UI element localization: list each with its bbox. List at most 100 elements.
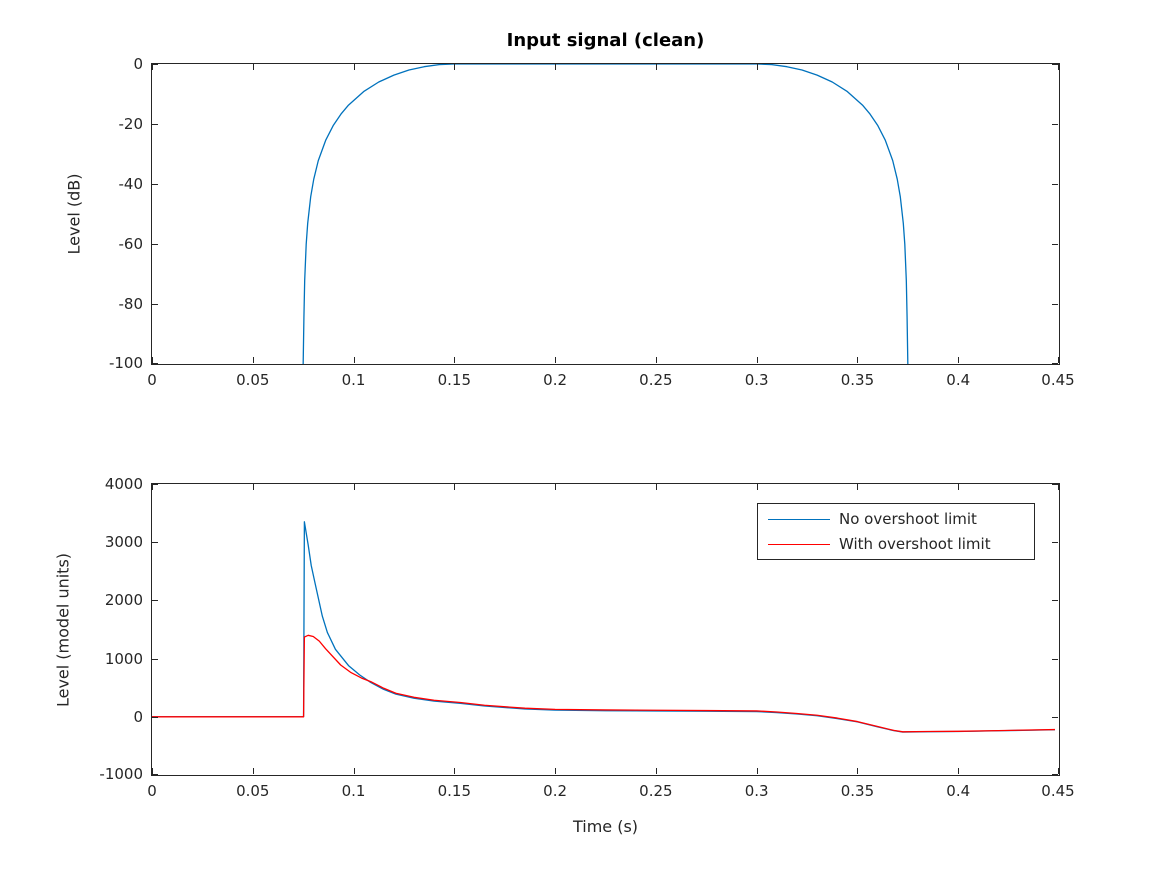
bottom-plot-area bbox=[152, 521, 1055, 733]
bottom-y-axis-label: Level (model units) bbox=[53, 552, 73, 708]
x-tick-label: 0.4 bbox=[946, 371, 971, 389]
x-tick-label: 0.25 bbox=[639, 371, 673, 389]
tick-mark bbox=[857, 484, 859, 490]
tick-mark bbox=[555, 357, 557, 363]
legend-line-red-icon bbox=[768, 543, 830, 545]
tick-mark bbox=[857, 357, 859, 363]
x-tick-label: 0.15 bbox=[437, 782, 472, 800]
x-tick-label: 0.45 bbox=[1041, 371, 1075, 389]
legend-label: With overshoot limit bbox=[839, 535, 991, 553]
tick-mark bbox=[152, 363, 158, 364]
tick-mark bbox=[152, 64, 158, 65]
legend-item-with-overshoot: With overshoot limit bbox=[758, 534, 1034, 555]
x-axis-label: Time (s) bbox=[572, 817, 639, 836]
y-tick-label: -1000 bbox=[99, 765, 143, 783]
legend-label: No overshoot limit bbox=[839, 510, 977, 528]
x-tick-label: 0.1 bbox=[341, 371, 366, 389]
x-tick-label: 0.25 bbox=[639, 782, 673, 800]
tick-mark bbox=[252, 484, 254, 490]
tick-mark bbox=[655, 768, 657, 774]
tick-mark bbox=[857, 768, 859, 774]
top-plot-area bbox=[302, 64, 909, 364]
y-tick-label: -40 bbox=[118, 175, 144, 193]
x-tick-label: 0.3 bbox=[744, 782, 769, 800]
y-tick-label: -80 bbox=[118, 295, 144, 313]
y-tick-label: 4000 bbox=[104, 475, 143, 493]
tick-mark bbox=[655, 357, 657, 363]
legend-item-no-overshoot: No overshoot limit bbox=[758, 509, 1034, 530]
tick-mark bbox=[152, 768, 153, 774]
tick-mark bbox=[1052, 484, 1058, 485]
y-tick-label: 1000 bbox=[104, 649, 143, 668]
tick-mark bbox=[756, 768, 758, 774]
tick-mark bbox=[756, 484, 758, 490]
tick-mark bbox=[353, 768, 355, 774]
x-tick-label: 0.4 bbox=[946, 782, 971, 800]
tick-mark bbox=[1058, 357, 1059, 363]
tick-mark bbox=[958, 64, 960, 70]
y-tick-label: 0 bbox=[133, 707, 143, 726]
tick-mark bbox=[1052, 304, 1058, 305]
tick-mark bbox=[152, 716, 158, 718]
tick-mark bbox=[1052, 184, 1058, 185]
tick-mark bbox=[958, 768, 960, 774]
tick-mark bbox=[655, 484, 657, 490]
x-tick-label: 0.3 bbox=[744, 371, 769, 389]
tick-mark bbox=[454, 357, 456, 363]
y-tick-label: 3000 bbox=[104, 533, 143, 552]
y-tick-label: -20 bbox=[118, 115, 144, 133]
tick-mark bbox=[1058, 484, 1059, 490]
tick-mark bbox=[152, 774, 158, 775]
tick-mark bbox=[756, 64, 758, 70]
top-axes: 0 0.05 0.1 0.15 0.2 0.25 0.3 0.35 0.4 0.45 0 -20 -40… bbox=[109, 55, 1075, 389]
tick-mark bbox=[1058, 768, 1059, 774]
y-tick-label: 0 bbox=[133, 55, 143, 73]
top-y-axis-label: Level (dB) bbox=[64, 173, 84, 255]
tick-mark bbox=[1052, 658, 1058, 660]
tick-mark bbox=[152, 484, 153, 490]
tick-mark bbox=[252, 64, 254, 70]
tick-mark bbox=[1052, 542, 1058, 544]
legend-line-blue-icon bbox=[768, 518, 830, 520]
tick-mark bbox=[655, 64, 657, 70]
tick-mark bbox=[152, 542, 158, 544]
tick-mark bbox=[1052, 363, 1058, 364]
tick-mark bbox=[1058, 64, 1059, 70]
tick-mark bbox=[1052, 774, 1058, 775]
tick-mark bbox=[152, 244, 158, 245]
tick-mark bbox=[353, 484, 355, 490]
x-tick-label: 0.35 bbox=[840, 371, 875, 389]
tick-mark bbox=[1052, 244, 1058, 245]
y-tick-label: -100 bbox=[108, 354, 143, 372]
tick-mark bbox=[454, 768, 456, 774]
tick-mark bbox=[958, 357, 960, 363]
x-tick-label: 0.15 bbox=[437, 371, 472, 389]
tick-mark bbox=[555, 768, 557, 774]
x-tick-label: 0.05 bbox=[236, 782, 270, 800]
tick-mark bbox=[454, 64, 456, 70]
tick-mark bbox=[1052, 600, 1058, 602]
tick-mark bbox=[152, 304, 158, 305]
top-chart-title: Input signal (clean) bbox=[506, 30, 705, 51]
tick-mark bbox=[152, 484, 158, 485]
tick-mark bbox=[152, 357, 153, 363]
tick-mark bbox=[353, 357, 355, 363]
tick-mark bbox=[756, 357, 758, 363]
x-tick-label: 0.2 bbox=[543, 782, 568, 800]
tick-mark bbox=[152, 124, 158, 125]
bottom-axes: 0 0.05 0.1 0.15 0.2 0.25 0.3 0.35 0.4 0.45 4000 300… bbox=[99, 475, 1074, 800]
x-tick-label: 0.1 bbox=[341, 782, 366, 800]
tick-mark bbox=[252, 768, 254, 774]
tick-mark bbox=[152, 600, 158, 602]
line-clean-envelope bbox=[302, 64, 909, 364]
tick-mark bbox=[252, 357, 254, 363]
tick-mark bbox=[555, 64, 557, 70]
line-with-overshoot-limit bbox=[152, 634, 1055, 733]
x-tick-label: 0.35 bbox=[840, 782, 875, 800]
legend: No overshoot limit With overshoot limit bbox=[757, 503, 1035, 560]
y-tick-label: -60 bbox=[118, 235, 144, 253]
x-tick-label: 0.45 bbox=[1041, 782, 1075, 800]
y-tick-label: 2000 bbox=[104, 591, 143, 610]
x-tick-label: 0 bbox=[147, 782, 157, 800]
